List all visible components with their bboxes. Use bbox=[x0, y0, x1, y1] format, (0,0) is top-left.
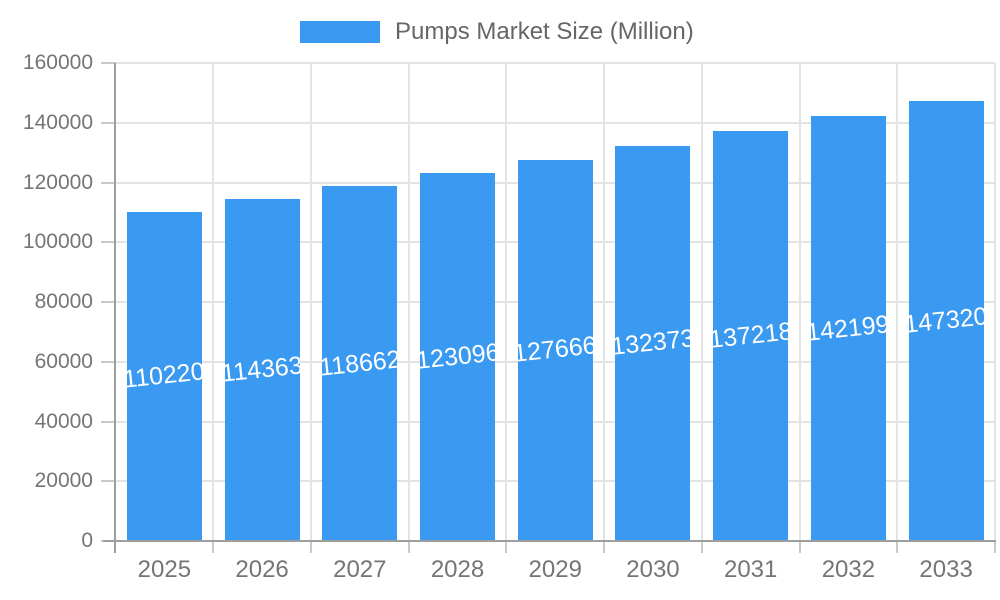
bar-2028[interactable]: 123096 bbox=[420, 173, 496, 541]
y-axis-tick bbox=[101, 241, 116, 244]
bar-2025[interactable]: 110220 bbox=[126, 211, 202, 541]
x-axis-tick bbox=[212, 541, 215, 553]
x-axis-tick bbox=[896, 541, 899, 553]
y-axis-tick bbox=[101, 121, 116, 124]
x-gridline bbox=[505, 63, 508, 541]
y-axis-tick-label: 100000 bbox=[22, 230, 93, 254]
x-axis-category-label: 2029 bbox=[528, 556, 582, 583]
bar-2032[interactable]: 142199 bbox=[810, 116, 886, 541]
bar-value-label: 110220 bbox=[126, 357, 202, 395]
y-axis-tick-label: 140000 bbox=[22, 110, 93, 134]
y-axis-tick bbox=[101, 360, 116, 363]
bar-value-label: 123096 bbox=[420, 338, 496, 375]
bar-2029[interactable]: 127666 bbox=[517, 159, 593, 541]
y-axis-tick-label: 0 bbox=[81, 529, 93, 552]
x-gridline bbox=[309, 63, 312, 541]
bar-value-label: 142199 bbox=[810, 309, 886, 347]
y-axis-tick-label: 20000 bbox=[34, 469, 93, 493]
bar-value-label: 127666 bbox=[517, 331, 593, 369]
bar-2033[interactable]: 147320 bbox=[908, 100, 984, 541]
x-axis-tick bbox=[309, 541, 312, 553]
bar-value-label: 132373 bbox=[615, 324, 691, 362]
bar-value-label: 147320 bbox=[908, 302, 984, 339]
legend-swatch-icon bbox=[300, 21, 380, 43]
y-gridline bbox=[115, 62, 995, 64]
x-axis-tick bbox=[407, 541, 410, 553]
y-axis-tick-label: 60000 bbox=[34, 349, 93, 373]
y-axis-tick bbox=[101, 62, 116, 64]
bar-2030[interactable]: 132373 bbox=[615, 145, 691, 541]
bar-2027[interactable]: 118662 bbox=[322, 186, 398, 541]
y-axis-tick bbox=[101, 480, 116, 483]
legend-label: Pumps Market Size (Million) bbox=[395, 18, 694, 45]
y-axis-tick bbox=[101, 181, 116, 184]
y-axis-tick-label: 160000 bbox=[22, 51, 93, 74]
x-axis-category-label: 2033 bbox=[919, 556, 973, 583]
x-axis-category-label: 2030 bbox=[626, 556, 680, 583]
x-axis-category-label: 2028 bbox=[430, 556, 485, 583]
x-gridline bbox=[798, 63, 801, 541]
y-axis-tick bbox=[101, 420, 116, 423]
y-gridline bbox=[115, 121, 995, 124]
legend-item[interactable]: Pumps Market Size (Million) bbox=[0, 0, 1000, 50]
y-axis-tick bbox=[101, 301, 116, 303]
y-axis-tick-label: 40000 bbox=[34, 409, 93, 433]
x-gridline bbox=[994, 63, 996, 541]
bar-value-label: 114363 bbox=[224, 351, 300, 388]
x-axis-category-label: 2031 bbox=[723, 556, 778, 583]
x-axis-line bbox=[103, 540, 996, 542]
bar-value-label: 118662 bbox=[322, 345, 398, 382]
bar-2031[interactable]: 137218 bbox=[713, 131, 789, 541]
y-axis-tick-label: 120000 bbox=[22, 170, 93, 194]
bar-2026[interactable]: 114363 bbox=[224, 199, 300, 541]
x-axis-tick bbox=[994, 541, 996, 553]
y-axis-line bbox=[114, 63, 116, 553]
x-axis-category-label: 2025 bbox=[137, 556, 192, 583]
x-axis-tick bbox=[505, 541, 508, 553]
x-gridline bbox=[407, 63, 410, 541]
x-axis-category-label: 2027 bbox=[333, 556, 387, 583]
x-gridline bbox=[603, 63, 606, 541]
x-axis-tick bbox=[798, 541, 801, 553]
x-axis-tick bbox=[603, 541, 606, 553]
x-axis-category-label: 2026 bbox=[235, 556, 289, 583]
x-gridline bbox=[896, 63, 899, 541]
x-axis-category-label: 2032 bbox=[821, 556, 876, 583]
x-gridline bbox=[212, 63, 215, 541]
bar-value-label: 137218 bbox=[713, 317, 789, 354]
x-axis-tick bbox=[700, 541, 703, 553]
y-axis-tick-label: 80000 bbox=[34, 290, 93, 313]
x-gridline bbox=[700, 63, 703, 541]
